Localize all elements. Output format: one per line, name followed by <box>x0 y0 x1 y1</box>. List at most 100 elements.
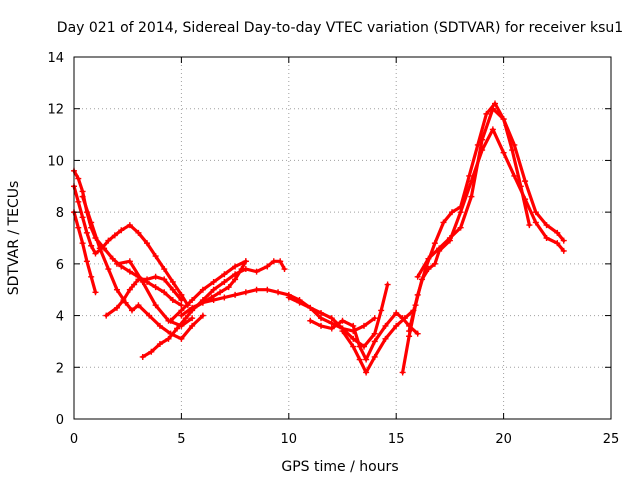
series-line <box>169 259 248 323</box>
data-point <box>199 286 206 293</box>
data-point <box>449 209 456 216</box>
data-point <box>152 253 159 260</box>
data-point <box>199 297 206 304</box>
data-point <box>131 281 138 288</box>
data-point <box>232 291 239 298</box>
data-point <box>264 286 271 293</box>
data-point <box>526 222 533 229</box>
series-track-9 <box>189 258 288 314</box>
data-point <box>148 348 155 355</box>
data-point <box>174 325 181 332</box>
data-point <box>431 260 438 267</box>
series-track-16 <box>414 105 567 280</box>
data-point <box>178 302 185 309</box>
data-point <box>126 268 133 275</box>
data-point <box>75 175 82 182</box>
data-point <box>414 291 421 298</box>
data-point <box>178 307 185 314</box>
data-point <box>165 335 172 342</box>
data-point <box>253 286 260 293</box>
data-point <box>210 278 217 285</box>
data-point <box>156 322 163 329</box>
data-point <box>111 232 118 239</box>
data-point <box>88 219 95 226</box>
x-tick-label: 15 <box>388 432 405 447</box>
data-point <box>511 141 518 148</box>
data-point <box>135 229 142 236</box>
data-point <box>169 297 176 304</box>
data-point <box>500 149 507 156</box>
series-track-2 <box>71 183 191 309</box>
data-point <box>182 315 189 322</box>
data-point <box>156 341 163 348</box>
data-point <box>328 320 335 327</box>
data-point <box>88 273 95 280</box>
x-axis-label: GPS time / hours <box>281 459 398 475</box>
data-point <box>178 291 185 298</box>
data-point <box>436 245 443 252</box>
data-point <box>318 309 325 316</box>
data-point <box>277 258 284 265</box>
y-tick-label: 14 <box>47 51 64 66</box>
data-point <box>328 325 335 332</box>
data-point <box>92 289 99 296</box>
data-point <box>382 322 389 329</box>
data-point <box>492 100 499 107</box>
data-point <box>285 294 292 301</box>
data-point <box>401 315 408 322</box>
data-point <box>113 286 120 293</box>
data-point <box>126 286 133 293</box>
data-point <box>118 227 125 234</box>
data-point <box>161 289 168 296</box>
data-point <box>135 302 142 309</box>
data-point <box>139 278 146 285</box>
series-track-6 <box>113 258 196 329</box>
data-point <box>356 343 363 350</box>
data-point <box>167 317 174 324</box>
data-point <box>79 193 86 200</box>
data-point <box>318 315 325 322</box>
data-point <box>479 136 486 143</box>
data-point <box>79 240 86 247</box>
data-point <box>393 322 400 329</box>
data-point <box>457 203 464 210</box>
data-point <box>105 266 112 273</box>
data-point <box>483 110 490 117</box>
data-point <box>307 304 314 311</box>
data-point <box>468 193 475 200</box>
y-tick-label: 12 <box>47 103 64 118</box>
data-point <box>406 328 413 335</box>
data-point <box>178 335 185 342</box>
data-point <box>532 219 539 226</box>
data-point <box>414 330 421 337</box>
y-tick-label: 2 <box>56 361 64 376</box>
data-point <box>554 240 561 247</box>
data-point <box>384 281 391 288</box>
data-point <box>446 235 453 241</box>
data-point <box>543 235 550 241</box>
data-point <box>371 353 378 360</box>
data-point <box>466 172 473 179</box>
data-point <box>489 126 496 133</box>
data-point <box>152 273 159 280</box>
x-tick-label: 0 <box>70 432 78 447</box>
y-tick-label: 0 <box>56 413 64 428</box>
data-point <box>232 276 239 283</box>
data-point <box>152 302 159 309</box>
data-point <box>318 322 325 329</box>
data-point <box>371 315 378 322</box>
data-point <box>88 242 95 249</box>
data-point <box>152 284 159 291</box>
data-point <box>560 237 567 244</box>
data-point <box>189 297 196 304</box>
data-point <box>146 312 153 319</box>
data-point <box>199 312 206 319</box>
data-point <box>178 297 185 304</box>
plot-frame <box>73 56 612 420</box>
data-point <box>270 258 277 265</box>
data-point <box>371 338 378 345</box>
chart-title: Day 021 of 2014, Sidereal Day-to-day VTE… <box>57 20 623 36</box>
data-series <box>71 100 567 376</box>
data-point <box>232 271 239 278</box>
